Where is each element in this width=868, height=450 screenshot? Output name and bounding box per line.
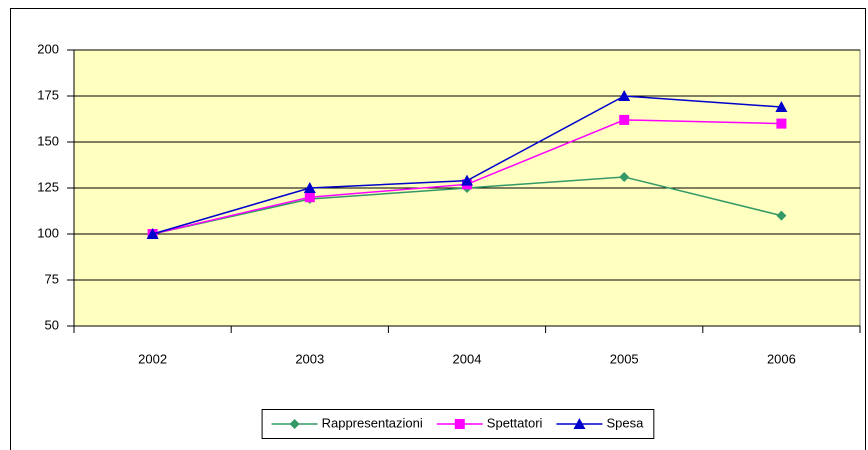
- x-tick-label: 2004: [453, 351, 482, 366]
- legend-label: Rappresentazioni: [322, 415, 423, 430]
- marker: [289, 419, 300, 429]
- marker: [776, 118, 787, 129]
- y-tick-label: 200: [37, 41, 59, 56]
- marker: [454, 419, 465, 429]
- marker: [461, 174, 473, 186]
- marker: [146, 228, 159, 239]
- legend-label: Spesa: [606, 415, 644, 430]
- marker: [775, 101, 788, 113]
- marker: [619, 171, 630, 182]
- marker: [304, 192, 315, 203]
- y-tick-label: 50: [45, 317, 59, 332]
- legend-label: Spettatori: [487, 415, 543, 430]
- y-tick-label: 175: [37, 87, 59, 102]
- marker: [776, 210, 787, 221]
- x-tick-label: 2003: [295, 351, 324, 366]
- marker: [619, 114, 630, 125]
- legend: Rappresentazioni Spettatori Spesa: [261, 409, 655, 439]
- y-tick-label: 150: [37, 133, 59, 148]
- y-tick-label: 75: [45, 271, 59, 286]
- x-tick-label: 2005: [610, 351, 639, 366]
- x-tick-label: 2006: [767, 351, 796, 366]
- x-tick-label: 2002: [138, 351, 167, 366]
- marker: [303, 182, 316, 193]
- marker: [573, 418, 586, 429]
- y-tick-label: 125: [37, 179, 59, 194]
- marker: [618, 90, 631, 101]
- y-tick-label: 100: [37, 225, 59, 240]
